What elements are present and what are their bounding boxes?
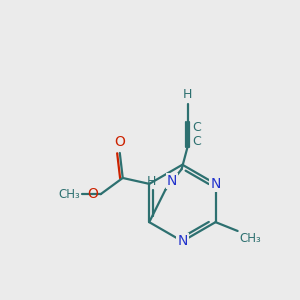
Text: C: C (192, 121, 201, 134)
Text: N: N (177, 234, 188, 248)
Text: CH₃: CH₃ (239, 232, 261, 245)
Text: N: N (167, 174, 177, 188)
Text: H: H (147, 175, 157, 188)
Text: CH₃: CH₃ (58, 188, 80, 201)
Text: H: H (183, 88, 192, 101)
Text: N: N (210, 177, 221, 191)
Text: O: O (87, 187, 98, 201)
Text: C: C (192, 135, 201, 148)
Text: O: O (114, 134, 125, 148)
